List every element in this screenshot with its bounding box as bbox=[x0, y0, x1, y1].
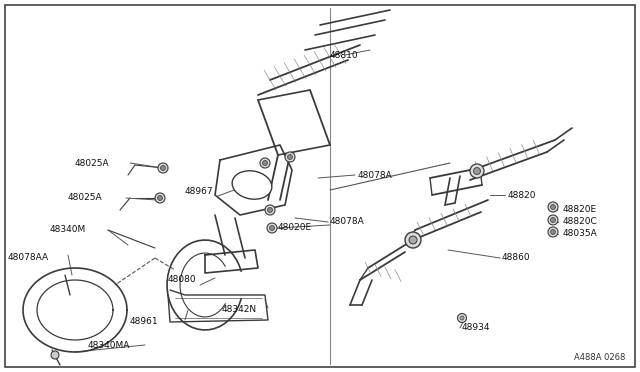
Text: 48025A: 48025A bbox=[75, 158, 109, 167]
Text: 48078A: 48078A bbox=[330, 218, 365, 227]
Ellipse shape bbox=[155, 193, 165, 203]
Text: A488A 0268: A488A 0268 bbox=[573, 353, 625, 362]
Ellipse shape bbox=[548, 202, 558, 212]
Ellipse shape bbox=[158, 163, 168, 173]
Text: 48340M: 48340M bbox=[50, 225, 86, 234]
Ellipse shape bbox=[232, 171, 272, 199]
Text: 48020E: 48020E bbox=[278, 222, 312, 231]
Text: 48035A: 48035A bbox=[563, 230, 598, 238]
Text: 48820E: 48820E bbox=[563, 205, 597, 215]
Ellipse shape bbox=[460, 316, 464, 320]
Text: 48078A: 48078A bbox=[358, 170, 393, 180]
Text: 48820C: 48820C bbox=[563, 218, 598, 227]
Ellipse shape bbox=[548, 227, 558, 237]
Ellipse shape bbox=[458, 314, 467, 323]
Ellipse shape bbox=[550, 230, 556, 234]
Text: 48025A: 48025A bbox=[68, 193, 102, 202]
Ellipse shape bbox=[405, 232, 421, 248]
Ellipse shape bbox=[265, 205, 275, 215]
Ellipse shape bbox=[548, 215, 558, 225]
Text: 48810: 48810 bbox=[330, 51, 358, 60]
Ellipse shape bbox=[550, 218, 556, 222]
Ellipse shape bbox=[51, 351, 59, 359]
Ellipse shape bbox=[157, 196, 163, 201]
Ellipse shape bbox=[260, 158, 270, 168]
Ellipse shape bbox=[474, 167, 481, 174]
Text: 48080: 48080 bbox=[168, 276, 196, 285]
Ellipse shape bbox=[268, 208, 273, 212]
Text: 48967: 48967 bbox=[185, 187, 214, 196]
Text: 48342N: 48342N bbox=[222, 305, 257, 314]
Ellipse shape bbox=[161, 166, 166, 170]
Ellipse shape bbox=[262, 160, 268, 166]
Text: 48860: 48860 bbox=[502, 253, 531, 263]
Ellipse shape bbox=[269, 225, 275, 231]
Ellipse shape bbox=[409, 236, 417, 244]
Ellipse shape bbox=[285, 152, 295, 162]
Ellipse shape bbox=[267, 223, 277, 233]
Ellipse shape bbox=[550, 205, 556, 209]
Text: 48340MA: 48340MA bbox=[88, 340, 131, 350]
Text: 48961: 48961 bbox=[130, 317, 159, 327]
Ellipse shape bbox=[470, 164, 484, 178]
Text: 48934: 48934 bbox=[462, 324, 490, 333]
Text: 48078AA: 48078AA bbox=[8, 253, 49, 263]
Ellipse shape bbox=[287, 154, 292, 160]
Text: 48820: 48820 bbox=[508, 190, 536, 199]
